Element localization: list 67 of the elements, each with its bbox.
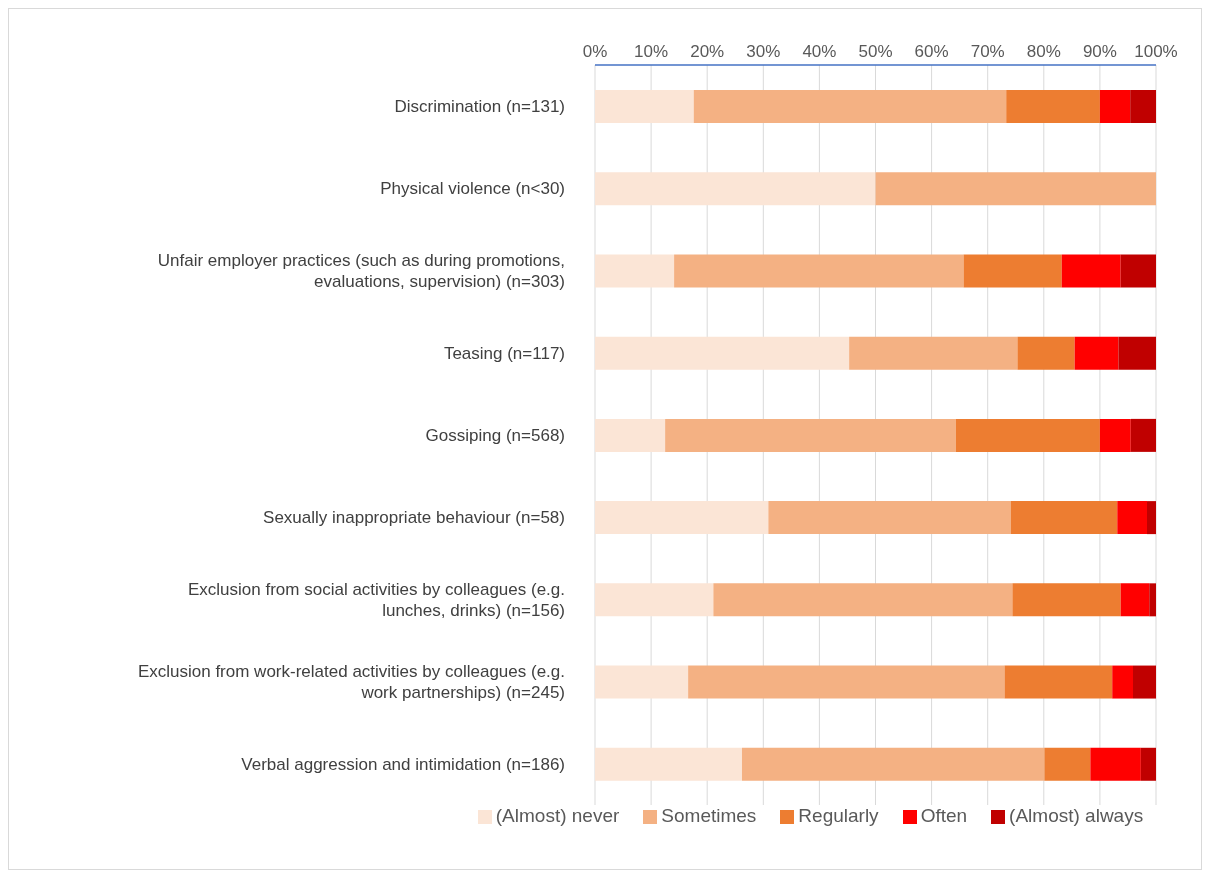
bar — [1149, 583, 1156, 617]
y-tick-label: Sexually inappropriate behaviour (n=58) — [263, 507, 565, 527]
bar — [768, 501, 1011, 535]
bar — [1010, 501, 1118, 535]
x-tick-label: 50% — [858, 42, 893, 61]
bar — [595, 418, 666, 452]
bar — [741, 747, 1045, 781]
bar — [849, 336, 1018, 370]
bar — [713, 583, 1013, 617]
legend-label: Often — [920, 805, 968, 826]
bar — [1120, 254, 1156, 288]
bar — [595, 665, 689, 699]
bar — [665, 418, 956, 452]
x-tick-label: 30% — [746, 42, 781, 61]
y-tick-label: Gossiping (n=568) — [425, 425, 565, 445]
y-tick-label: Unfair employer practices (such as during promotions, evaluations, supervision) (n=303) — [157, 250, 565, 291]
bar — [1130, 90, 1156, 123]
bar — [1147, 501, 1156, 535]
legend-label: Sometimes — [661, 805, 757, 826]
bar — [1004, 665, 1113, 699]
x-tick-label: 20% — [690, 42, 725, 61]
y-tick-label: Discrimination (n=131) — [394, 96, 565, 116]
y-tick-label: Teasing (n=117) — [443, 343, 565, 363]
bar — [693, 90, 1007, 123]
bar — [1006, 90, 1100, 123]
bar — [595, 747, 742, 781]
bar — [1117, 501, 1148, 535]
x-tick-label: 10% — [634, 42, 669, 61]
y-tick-label: Physical violence (n<30) — [380, 178, 565, 198]
x-tick-label: 80% — [1026, 42, 1061, 61]
x-tick-label: 40% — [802, 42, 837, 61]
bar — [1099, 90, 1131, 123]
y-tick-label: Exclusion from work-related activities by colleagues (e.g. work partnerships) (n=245) — [137, 661, 565, 702]
bar — [1112, 665, 1133, 699]
y-tick-label: Verbal aggression and intimidation (n=186) — [241, 754, 565, 774]
bar — [1133, 665, 1156, 699]
bar — [955, 418, 1100, 452]
x-tick-label: 100% — [1134, 42, 1178, 61]
bar — [963, 254, 1062, 288]
x-tick-label: 60% — [914, 42, 949, 61]
bar — [1012, 583, 1121, 617]
bar — [595, 336, 850, 370]
y-tick-label: Exclusion from social activities by colleagues (e.g. lunches, drinks) (n=156) — [188, 579, 565, 620]
bar — [1090, 747, 1141, 781]
legend-label: (Almost) never — [495, 805, 620, 826]
bar — [595, 254, 675, 288]
bar — [1044, 747, 1091, 781]
bar — [674, 254, 964, 288]
x-tick-label: 90% — [1082, 42, 1117, 61]
bar — [1017, 336, 1075, 370]
bar — [595, 583, 714, 617]
bar — [595, 501, 769, 535]
legend-label: (Almost) always — [1009, 805, 1144, 826]
bar — [1074, 336, 1119, 370]
bar — [1118, 336, 1156, 370]
bar — [1061, 254, 1121, 288]
bar — [1130, 418, 1156, 452]
bar — [595, 90, 694, 123]
bar — [1140, 747, 1156, 781]
bar — [688, 665, 1005, 699]
legend-label: Regularly — [798, 805, 879, 826]
x-tick-label: 0% — [582, 42, 608, 61]
x-tick-label: 70% — [970, 42, 1005, 61]
bar — [595, 172, 876, 206]
bar — [1120, 583, 1150, 617]
bar — [875, 172, 1156, 206]
bar — [1099, 418, 1131, 452]
